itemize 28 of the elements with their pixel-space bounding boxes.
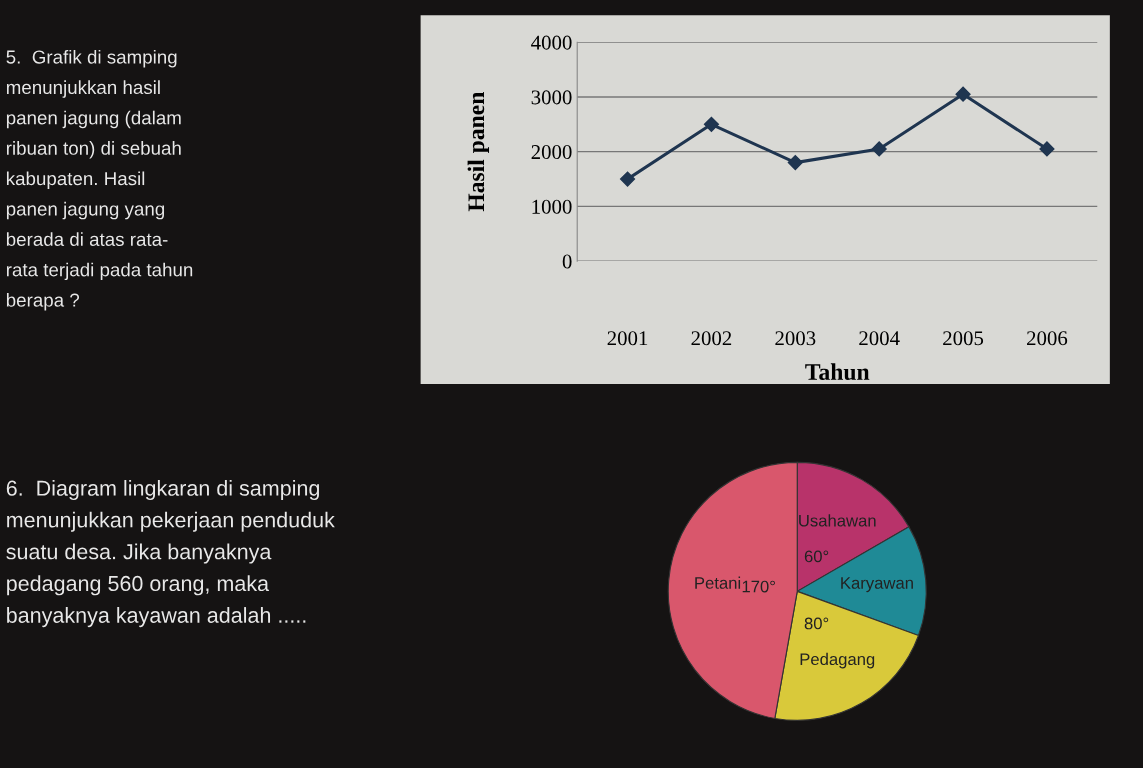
x-tick-label: 2004 bbox=[859, 331, 900, 346]
x-tick-label: 2006 bbox=[1027, 331, 1068, 346]
slice-label: Petani bbox=[695, 576, 741, 589]
text: 6. Diagram lingkaran di samping menunjukkan pekerjaan penduduk suatu desa. Jika banyaknya pedagang 560 orang, maka banyaknya kayawan adalah ..... bbox=[6, 480, 335, 628]
y-tick-label: 3000 bbox=[531, 90, 572, 105]
point bbox=[787, 155, 803, 171]
x-axis-title: Tahun bbox=[805, 363, 870, 381]
text: 5. Grafik di samping menunjukkan hasil panen jagung (dalam ribuan ton) di sebuah kabupaten. Hasil panen jagung yang berada di atas rata- rata terjadi pada tahun berapa ? bbox=[6, 49, 193, 311]
y-tick-label: 1000 bbox=[532, 199, 572, 214]
data-label: 60° bbox=[804, 550, 829, 563]
data-label: 80° bbox=[804, 617, 829, 630]
x-tick-label: 2002 bbox=[691, 331, 732, 346]
y-tick-label: 4000 bbox=[531, 35, 572, 50]
slice-label: Usahawan bbox=[799, 514, 876, 527]
y-axis-title: Hasil panen bbox=[467, 92, 490, 212]
x-tick-label: 2005 bbox=[943, 331, 984, 346]
x-tick-label: 2003 bbox=[775, 331, 816, 346]
point bbox=[871, 141, 887, 157]
slice-label: Pedagang bbox=[800, 652, 875, 669]
data-label: 170° bbox=[742, 580, 775, 593]
y-tick-label: 2000 bbox=[531, 145, 572, 160]
point bbox=[619, 171, 636, 187]
point bbox=[955, 86, 971, 102]
point bbox=[703, 116, 719, 132]
point bbox=[1039, 141, 1055, 157]
y-tick-label: 0 bbox=[562, 254, 572, 269]
slice-label: Karyawan bbox=[841, 577, 913, 593]
x-tick-label: 2001 bbox=[607, 331, 648, 346]
